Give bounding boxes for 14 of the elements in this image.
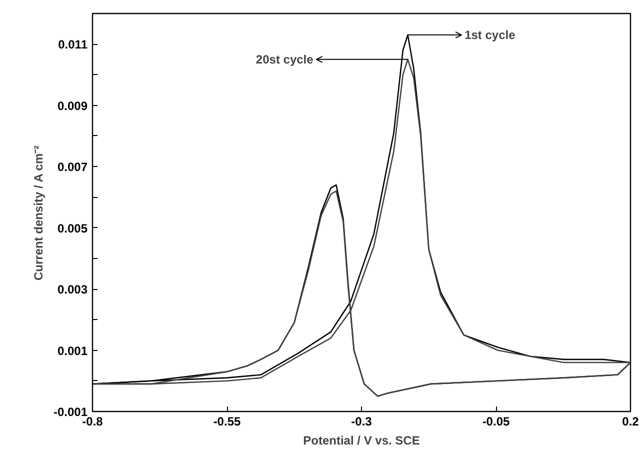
x-axis-title: Potential / V vs. SCE (303, 434, 420, 448)
y-tick-label: 0.009 (57, 98, 88, 113)
annotation: 1st cycle (464, 28, 516, 42)
annotation: 20st cycle (256, 52, 314, 66)
y-axis-title: Current density / A cm⁻² (31, 145, 46, 281)
y-tick-label: 0.011 (58, 38, 88, 52)
y-tick-label: 0.001 (57, 344, 88, 358)
y-tick-label: 0.007 (57, 160, 88, 174)
x-tick-label: -0.05 (482, 414, 510, 428)
y-tick-label: 0.003 (57, 282, 88, 297)
x-tick-label: -0.55 (213, 414, 241, 428)
x-tick-label: 0.2 (622, 414, 640, 428)
x-tick-label: -0.3 (351, 414, 372, 428)
y-tick-label: 0.005 (57, 221, 88, 236)
